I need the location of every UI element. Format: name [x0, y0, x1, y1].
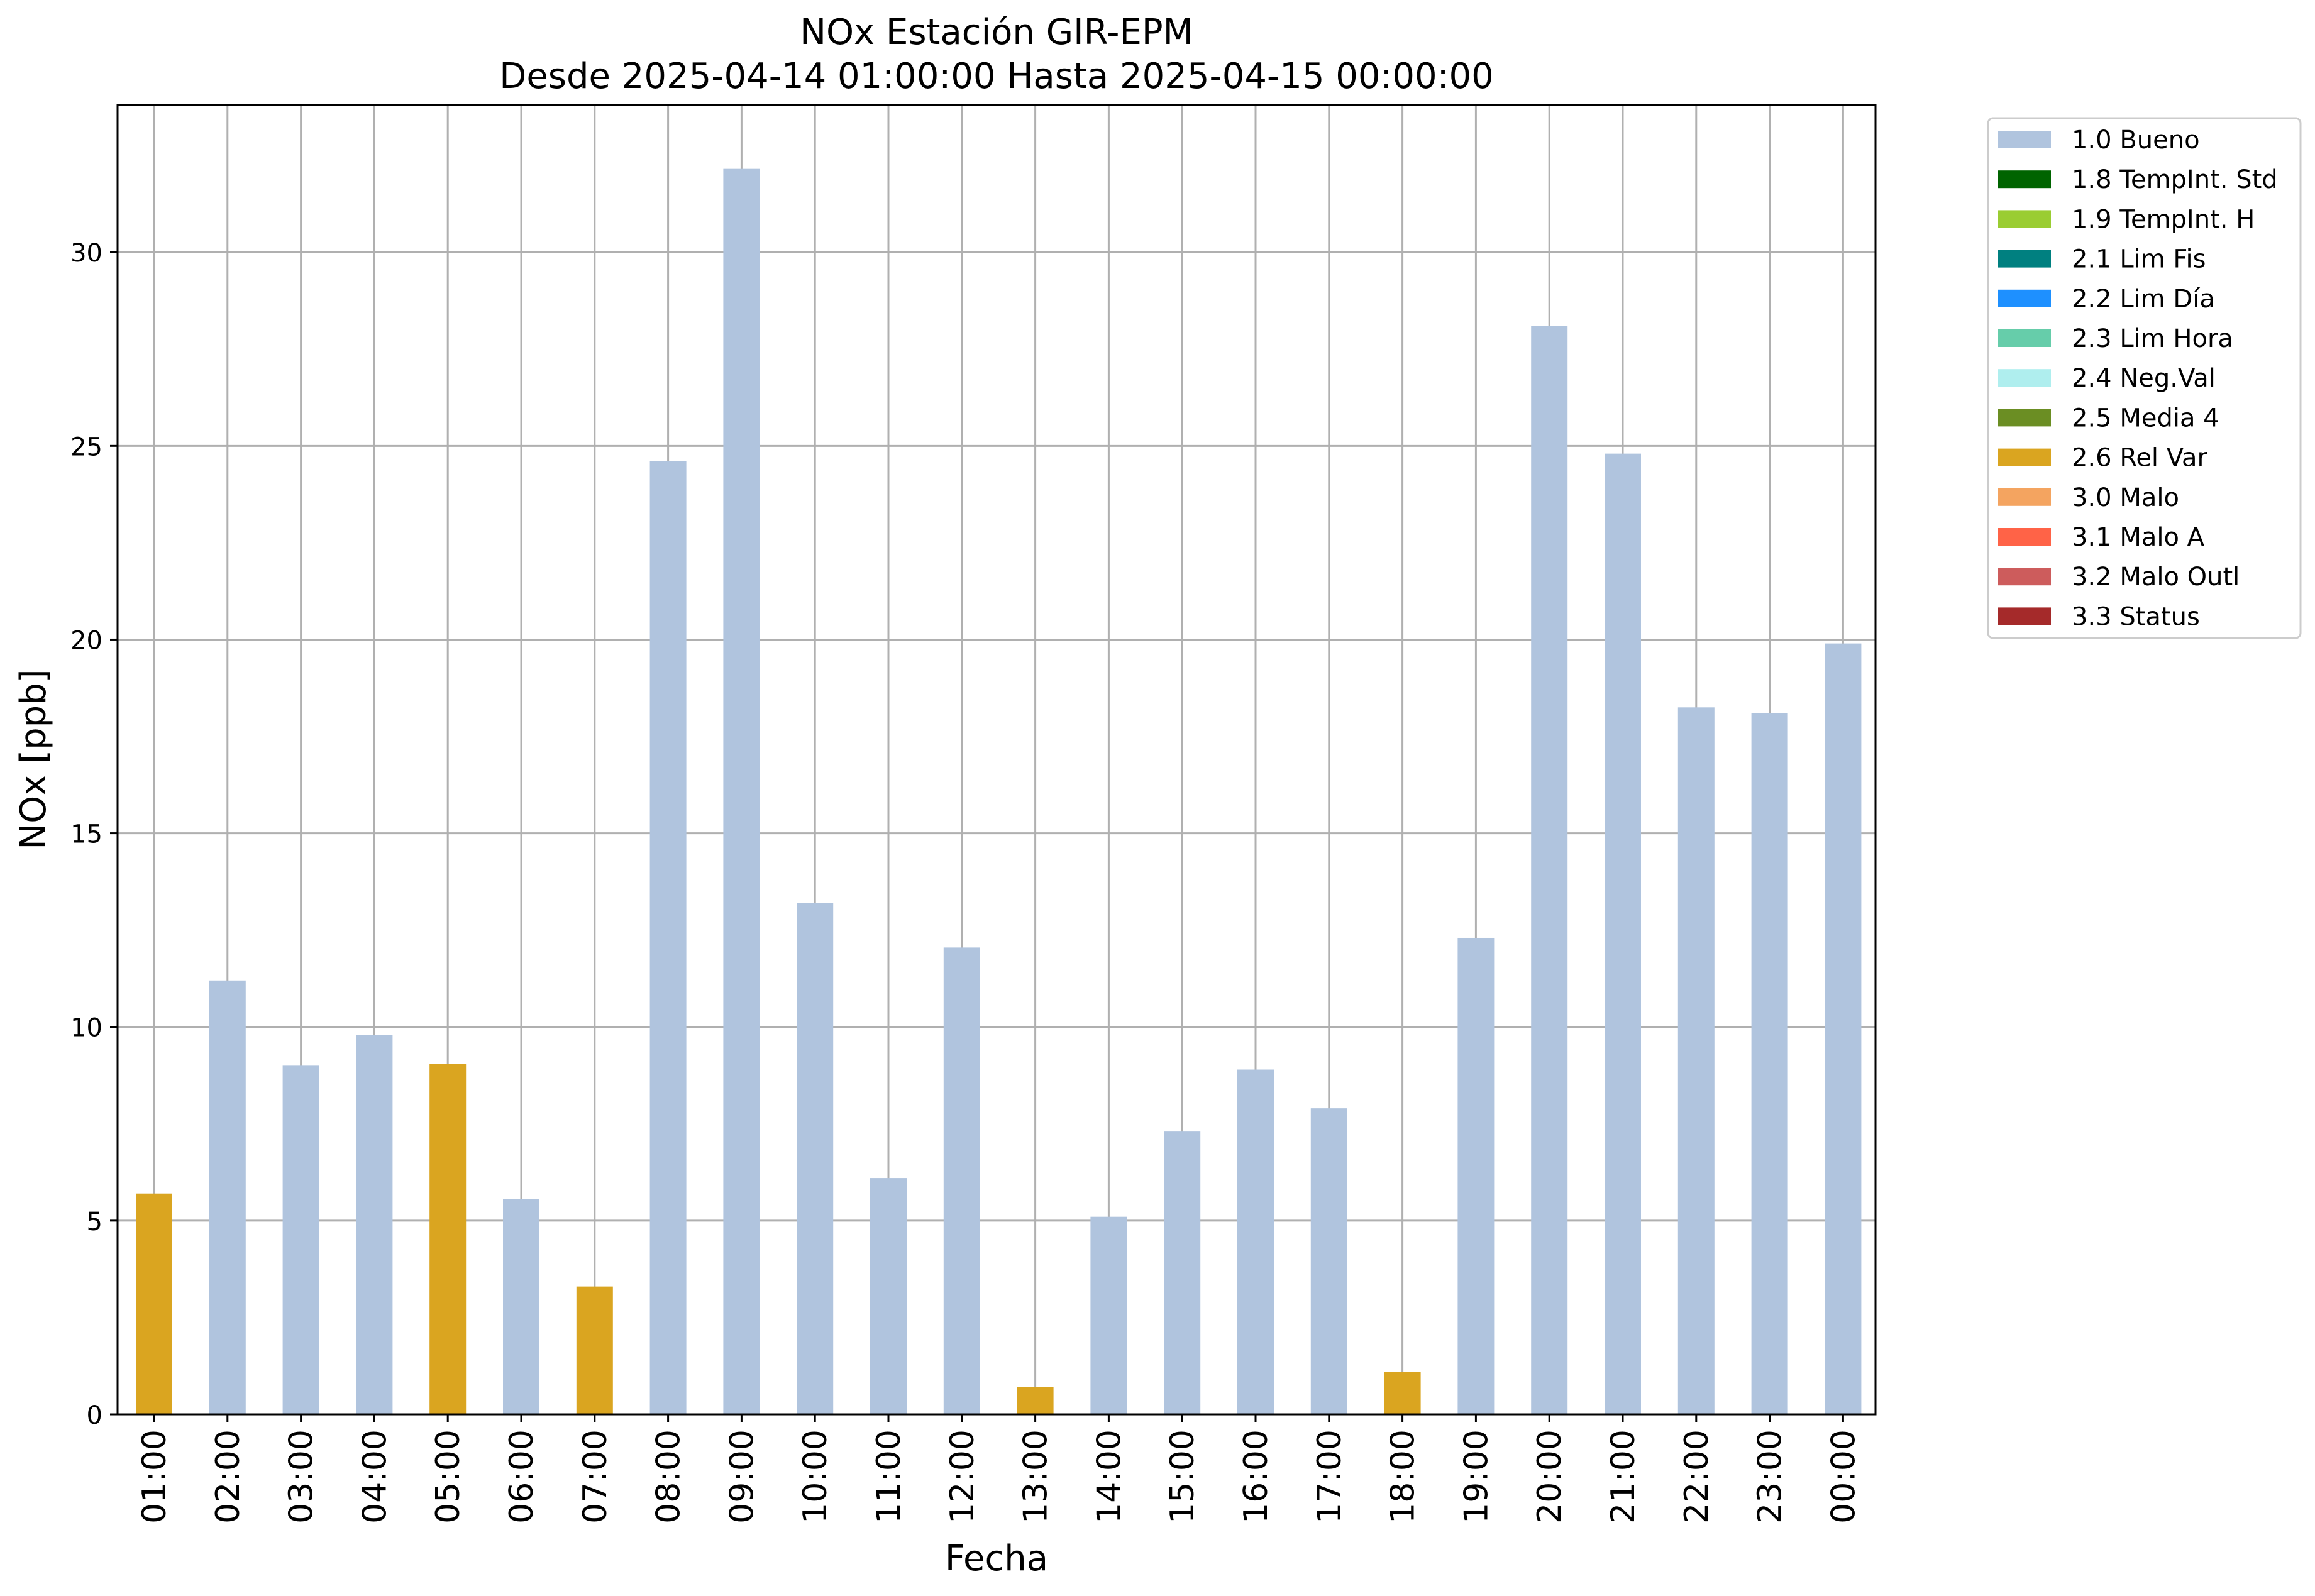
bar-0700 — [576, 1286, 613, 1414]
legend-swatch — [1998, 250, 2051, 268]
x-tick-label: 19:00 — [1457, 1429, 1495, 1524]
bar-0400 — [356, 1035, 393, 1414]
x-tick-label: 22:00 — [1678, 1429, 1716, 1524]
legend-label: 3.1 Malo A — [2072, 523, 2205, 552]
x-tick-label: 10:00 — [797, 1429, 834, 1524]
legend-swatch — [1998, 210, 2051, 228]
legend-label: 2.5 Media 4 — [2072, 404, 2219, 432]
bar-1200 — [943, 947, 980, 1414]
x-tick-label: 07:00 — [577, 1429, 614, 1524]
bar-0900 — [723, 168, 760, 1414]
x-tick-label: 13:00 — [1017, 1429, 1055, 1524]
x-tick-label: 03:00 — [283, 1429, 321, 1524]
legend-swatch — [1998, 131, 2051, 148]
bar-0500 — [429, 1064, 467, 1414]
y-tick-label: 10 — [70, 1014, 102, 1043]
legend-swatch — [1998, 528, 2051, 546]
x-tick-label: 14:00 — [1090, 1429, 1128, 1524]
legend-label: 2.3 Lim Hora — [2072, 324, 2233, 353]
legend-label: 2.4 Neg.Val — [2072, 364, 2216, 393]
chart-title: NOx Estación GIR-EPM — [800, 12, 1193, 53]
x-tick-label: 00:00 — [1825, 1429, 1862, 1524]
bar-0000 — [1825, 643, 1862, 1414]
y-tick-label: 5 — [87, 1208, 102, 1236]
legend-frame — [1987, 117, 2302, 639]
bar-2100 — [1605, 453, 1641, 1414]
x-tick-label: 06:00 — [503, 1429, 541, 1524]
bar-0600 — [503, 1199, 539, 1414]
x-tick-label: 18:00 — [1384, 1429, 1422, 1524]
bar-0800 — [649, 461, 687, 1414]
legend-label: 1.9 TempInt. H — [2072, 205, 2255, 234]
legend-swatch — [1998, 289, 2051, 307]
bar-0300 — [282, 1065, 319, 1414]
x-tick-label: 01:00 — [136, 1429, 174, 1524]
legend: 1.0 Bueno 1.8 TempInt. Std 1.9 TempInt. H 2… — [1987, 117, 2302, 639]
legend-label: 3.2 Malo Outl — [2072, 563, 2240, 592]
x-tick-label: 04:00 — [356, 1429, 394, 1524]
bar-1100 — [870, 1178, 907, 1414]
bar-0100 — [136, 1193, 172, 1414]
bar-0200 — [209, 980, 246, 1414]
legend-swatch — [1998, 488, 2051, 506]
legend-swatch — [1998, 568, 2051, 586]
bar-layer — [136, 168, 1862, 1414]
y-axis-label: NOx [ppb] — [13, 669, 54, 849]
x-tick-label: 08:00 — [650, 1429, 688, 1524]
x-axis-label: Fecha — [945, 1538, 1048, 1579]
legend-swatch — [1998, 329, 2051, 347]
legend-label: 2.2 Lim Día — [2072, 285, 2215, 314]
legend-swatch — [1998, 409, 2051, 427]
x-tick-label: 05:00 — [429, 1429, 467, 1524]
tick-layer: 0 5 10 15 20 25 30 01:00 02:00 03:00 04:00 05:00 06:… — [70, 239, 1862, 1524]
y-tick-label: 0 — [87, 1401, 102, 1430]
x-tick-label: 12:00 — [944, 1429, 981, 1524]
x-tick-label: 15:00 — [1164, 1429, 1202, 1524]
x-tick-label: 20:00 — [1531, 1429, 1569, 1524]
legend-label: 2.1 Lim Fis — [2072, 245, 2206, 274]
legend-label: 3.3 Status — [2072, 602, 2200, 631]
y-tick-label: 20 — [70, 626, 102, 655]
bar-1500 — [1164, 1131, 1201, 1414]
x-tick-label: 09:00 — [723, 1429, 761, 1524]
bar-1600 — [1237, 1069, 1274, 1414]
x-tick-label: 17:00 — [1311, 1429, 1349, 1524]
legend-label: 2.6 Rel Var — [2072, 444, 2208, 473]
legend-swatch — [1998, 369, 2051, 387]
bar-1000 — [797, 903, 834, 1414]
bar-1900 — [1457, 937, 1495, 1414]
y-tick-label: 25 — [70, 432, 102, 461]
x-tick-label: 16:00 — [1237, 1429, 1275, 1524]
plot-frame — [116, 104, 1877, 1416]
legend-label: 3.0 Malo — [2072, 483, 2179, 512]
x-tick-label: 11:00 — [870, 1429, 908, 1524]
y-tick-label: 15 — [70, 820, 102, 849]
bar-2200 — [1677, 707, 1715, 1414]
bar-1400 — [1090, 1216, 1127, 1414]
x-tick-label: 02:00 — [209, 1429, 247, 1524]
legend-swatch — [1998, 607, 2051, 625]
legend-label: 1.8 TempInt. Std — [2072, 165, 2278, 194]
chart-subtitle: Desde 2025-04-14 01:00:00 Hasta 2025-04-… — [499, 56, 1494, 97]
bar-1300 — [1017, 1387, 1054, 1414]
y-tick-label: 30 — [70, 239, 102, 268]
x-tick-label: 23:00 — [1752, 1429, 1789, 1524]
bar-1800 — [1384, 1372, 1421, 1414]
legend-items: 1.0 Bueno 1.8 TempInt. Std 1.9 TempInt. H 2… — [1998, 126, 2278, 631]
bar-1700 — [1310, 1108, 1347, 1414]
bar-2000 — [1531, 326, 1568, 1414]
legend-label: 1.0 Bueno — [2072, 126, 2200, 155]
bar-2300 — [1751, 713, 1788, 1414]
x-tick-label: 21:00 — [1605, 1429, 1642, 1524]
legend-swatch — [1998, 448, 2051, 466]
legend-swatch — [1998, 170, 2051, 189]
